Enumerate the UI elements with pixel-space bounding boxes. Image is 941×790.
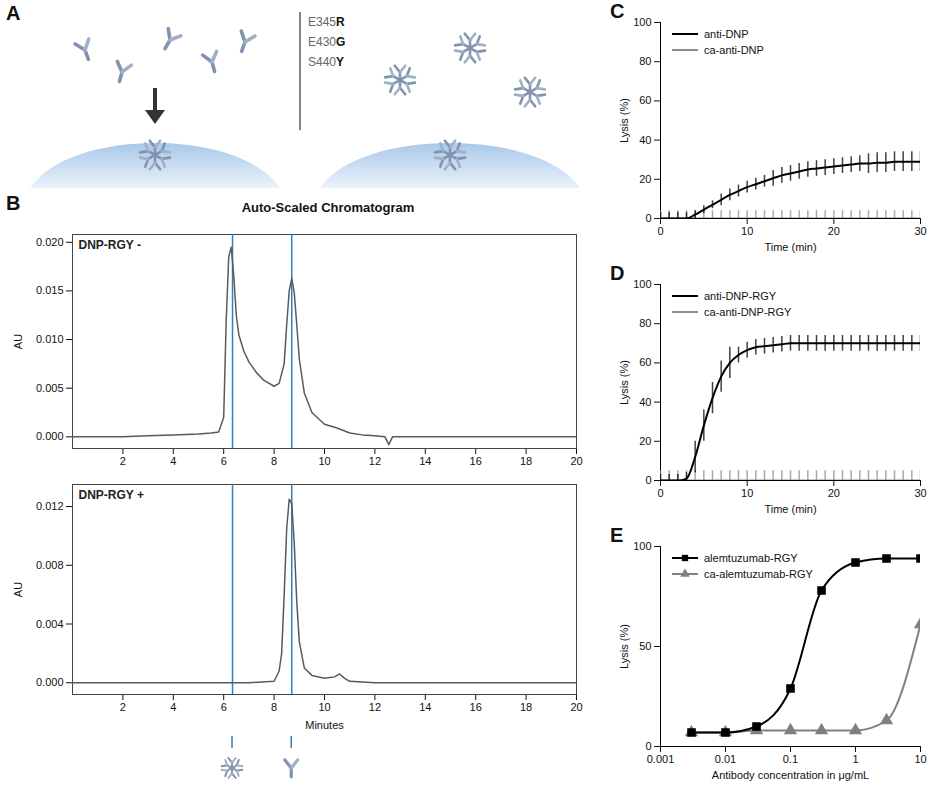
svg-text:0: 0 [657, 225, 663, 237]
svg-text:12: 12 [369, 701, 381, 713]
html-text:B: B [6, 192, 21, 214]
svg-text:10: 10 [741, 225, 753, 237]
svg-text:AU: AU [12, 334, 24, 349]
svg-text:20: 20 [639, 435, 651, 447]
svg-text:0.1: 0.1 [783, 753, 798, 765]
svg-text:0: 0 [645, 740, 651, 752]
svg-text:0: 0 [645, 212, 651, 224]
svg-text:10: 10 [318, 455, 330, 467]
svg-text:80: 80 [639, 317, 651, 329]
html-text:ca-anti-DNP-RGY: ca-anti-DNP-RGY [704, 306, 792, 318]
svg-text:AU: AU [12, 582, 24, 597]
html-text:ca-alemtuzumab-RGY: ca-alemtuzumab-RGY [704, 568, 813, 580]
svg-text:0.005: 0.005 [36, 382, 64, 394]
svg-text:50: 50 [639, 640, 651, 652]
svg-text:0.01: 0.01 [715, 753, 736, 765]
svg-text:1: 1 [852, 753, 858, 765]
svg-text:0.015: 0.015 [36, 284, 64, 296]
svg-text:DNP-RGY -: DNP-RGY - [79, 238, 141, 252]
svg-text:Time (min): Time (min) [764, 241, 816, 253]
html-text:anti-DNP-RGY: anti-DNP-RGY [704, 290, 777, 302]
svg-text:0: 0 [657, 487, 663, 499]
svg-text:DNP-RGY +: DNP-RGY + [79, 488, 144, 502]
svg-text:10: 10 [914, 753, 926, 765]
svg-text:8: 8 [271, 701, 277, 713]
svg-text:100: 100 [633, 540, 651, 552]
svg-text:12: 12 [369, 455, 381, 467]
svg-text:40: 40 [639, 396, 651, 408]
svg-text:40: 40 [639, 134, 651, 146]
svg-text:60: 60 [639, 356, 651, 368]
svg-text:0.001: 0.001 [647, 753, 675, 765]
html-text:D: D [610, 262, 625, 284]
svg-text:2: 2 [120, 701, 126, 713]
svg-text:20: 20 [570, 455, 582, 467]
svg-text:0.008: 0.008 [36, 559, 64, 571]
html-text:C: C [610, 0, 625, 22]
svg-text:10: 10 [318, 701, 330, 713]
svg-text:Lysis (%): Lysis (%) [618, 624, 630, 669]
svg-text:0.000: 0.000 [36, 430, 64, 442]
svg-text:80: 80 [639, 55, 651, 67]
html-text:alemtuzumab-RGY: alemtuzumab-RGY [704, 552, 798, 564]
svg-text:8: 8 [271, 455, 277, 467]
svg-text:14: 14 [419, 701, 431, 713]
svg-text:6: 6 [221, 455, 227, 467]
svg-text:16: 16 [470, 455, 482, 467]
html-text:A: A [6, 2, 21, 24]
svg-text:16: 16 [470, 701, 482, 713]
svg-text:Antibody concentration in μg/m: Antibody concentration in μg/mL [712, 769, 869, 781]
svg-text:60: 60 [639, 94, 651, 106]
html-text:anti-DNP: anti-DNP [704, 28, 749, 40]
svg-text:Time (min): Time (min) [764, 503, 816, 515]
svg-text:20: 20 [639, 173, 651, 185]
svg-text:100: 100 [633, 278, 651, 290]
svg-text:0: 0 [645, 474, 651, 486]
svg-text:Lysis (%): Lysis (%) [618, 360, 630, 405]
svg-text:2: 2 [120, 455, 126, 467]
svg-text:20: 20 [828, 225, 840, 237]
svg-text:4: 4 [170, 701, 176, 713]
svg-text:E345R: E345R [308, 15, 345, 29]
svg-text:0.012: 0.012 [36, 500, 64, 512]
html-text:ca-anti-DNP: ca-anti-DNP [704, 44, 764, 56]
svg-text:30: 30 [914, 225, 926, 237]
svg-text:6: 6 [221, 701, 227, 713]
html-text:Auto-Scaled Chromatogram: Auto-Scaled Chromatogram [241, 200, 415, 215]
svg-text:18: 18 [520, 455, 532, 467]
svg-text:14: 14 [419, 455, 431, 467]
svg-text:E430G: E430G [308, 35, 345, 49]
svg-text:100: 100 [633, 16, 651, 28]
svg-text:S440Y: S440Y [308, 55, 344, 69]
html-text:E: E [610, 524, 624, 546]
svg-text:Lysis (%): Lysis (%) [618, 98, 630, 143]
svg-text:20: 20 [570, 701, 582, 713]
svg-text:0.000: 0.000 [36, 676, 64, 688]
svg-text:30: 30 [914, 487, 926, 499]
svg-text:4: 4 [170, 455, 176, 467]
svg-text:20: 20 [828, 487, 840, 499]
svg-text:0.004: 0.004 [36, 618, 64, 630]
svg-text:Minutes: Minutes [305, 719, 344, 731]
svg-text:10: 10 [741, 487, 753, 499]
svg-text:0.020: 0.020 [36, 236, 64, 248]
svg-text:0.010: 0.010 [36, 333, 64, 345]
svg-text:18: 18 [520, 701, 532, 713]
